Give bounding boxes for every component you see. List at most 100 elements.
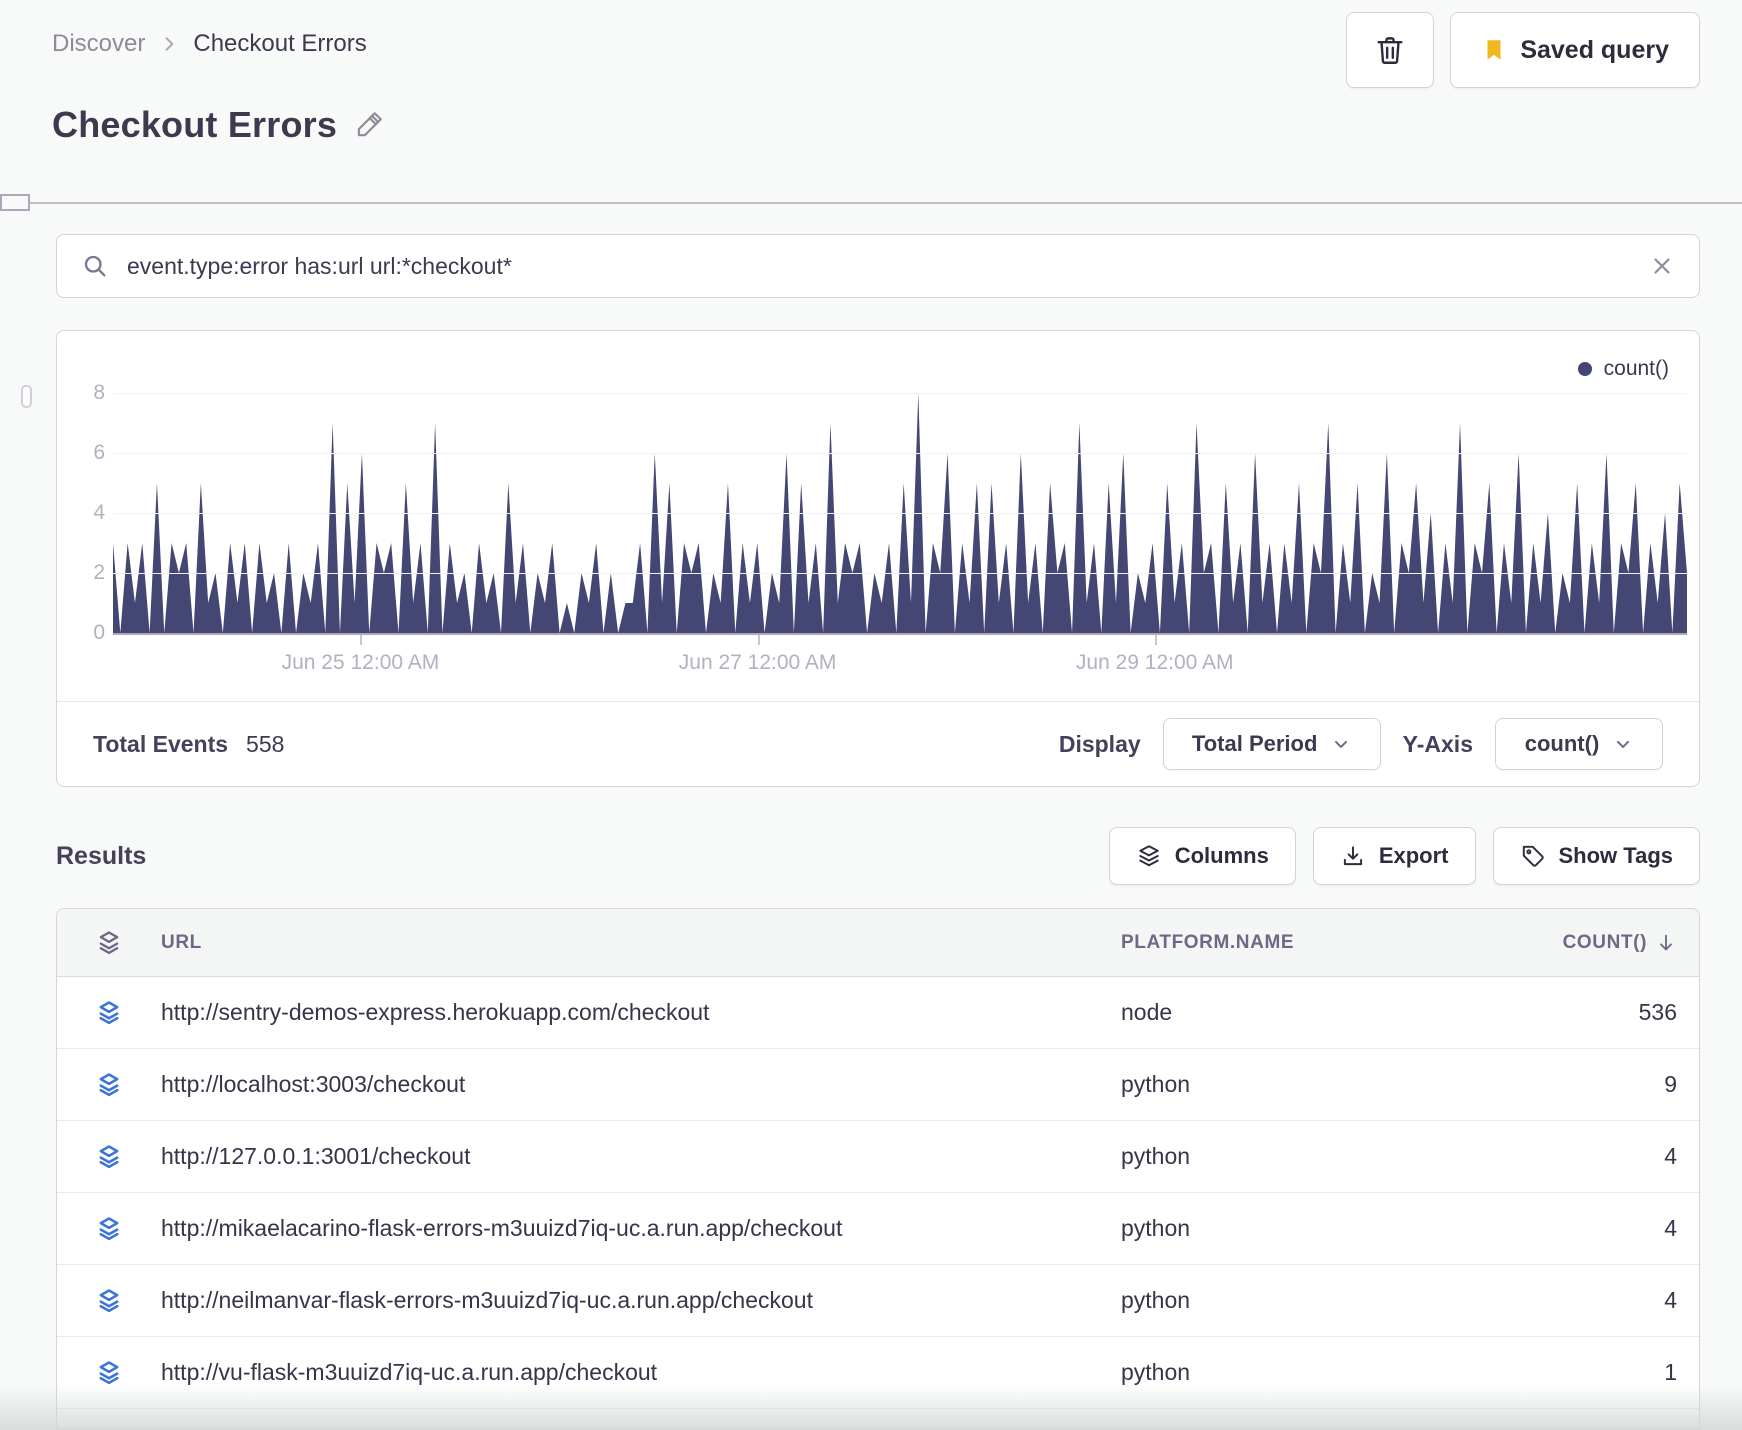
y-axis-tick-label: 4: [93, 501, 105, 524]
table-row[interactable]: http://mikaelacarino-flask-errors-m3uuiz…: [57, 1193, 1699, 1265]
x-axis-tick: [757, 635, 760, 645]
breadcrumb: Discover Checkout Errors: [52, 30, 367, 58]
chart-gridline: [113, 573, 1687, 574]
cell-platform: python: [1121, 1287, 1191, 1313]
layers-icon: [1136, 843, 1162, 869]
cell-count: 1: [1664, 1359, 1677, 1385]
cell-url[interactable]: http://localhost:3003/checkout: [161, 1071, 466, 1097]
total-events-value: 558: [246, 730, 285, 757]
export-button-label: Export: [1378, 843, 1449, 868]
chart-legend[interactable]: count(): [1577, 357, 1669, 381]
legend-dot-icon: [1577, 362, 1592, 376]
column-header-count[interactable]: COUNT(): [1451, 931, 1699, 954]
chart-plot-area: [113, 393, 1687, 633]
results-table: URL PLATFORM.NAME COUNT() http://sentry-…: [56, 908, 1700, 1430]
cell-count: 536: [1638, 999, 1677, 1025]
total-events-label: Total Events: [93, 730, 229, 757]
sidebar-collapse-handle[interactable]: [0, 194, 30, 211]
download-icon: [1340, 843, 1366, 869]
x-axis-tick: [360, 635, 363, 645]
cell-platform: node: [1121, 999, 1173, 1025]
edit-title-pencil-icon[interactable]: [353, 109, 385, 141]
y-axis-tick-label: 8: [93, 381, 105, 404]
columns-button[interactable]: Columns: [1108, 827, 1296, 885]
chart-gridline: [113, 513, 1687, 514]
chart-gridline: [113, 453, 1687, 454]
column-header-url[interactable]: URL: [161, 931, 202, 953]
page-title: Checkout Errors: [52, 104, 338, 145]
row-stack-icon[interactable]: [57, 1071, 161, 1099]
cell-count: 4: [1664, 1287, 1677, 1313]
cell-count: 9: [1664, 1071, 1677, 1097]
cell-count: 4: [1664, 1143, 1677, 1169]
cell-url[interactable]: http://vu-flask-m3uuizd7iq-uc.a.run.app/…: [161, 1359, 658, 1385]
header-stack-icon[interactable]: [57, 929, 161, 957]
cell-url[interactable]: http://mikaelacarino-flask-errors-m3uuiz…: [161, 1215, 843, 1241]
header-divider: [0, 202, 1742, 204]
chart-baseline: [113, 633, 1687, 635]
row-stack-icon[interactable]: [57, 999, 161, 1027]
display-label: Display: [1058, 730, 1141, 757]
events-chart-panel: count() Total Events 558 Display Total P…: [56, 330, 1700, 787]
table-row[interactable]: http://vu-flask-m3uuizd7iq-uc.a.run.app/…: [57, 1337, 1699, 1409]
columns-button-label: Columns: [1174, 843, 1269, 868]
cell-platform: python: [1121, 1359, 1191, 1385]
cell-url[interactable]: http://127.0.0.1:3001/checkout: [161, 1143, 471, 1169]
breadcrumb-discover[interactable]: Discover: [52, 30, 146, 57]
table-row[interactable]: http://localhost:3003/checkout python 9: [57, 1049, 1699, 1121]
x-axis-tick: [1154, 635, 1157, 645]
y-axis-tick-label: 0: [93, 621, 105, 644]
table-row[interactable]: http://127.0.0.1:3001/checkout python 4: [57, 1121, 1699, 1193]
row-stack-icon[interactable]: [57, 1143, 161, 1171]
search-bar[interactable]: event.type:error has:url url:*checkout*: [56, 234, 1700, 298]
x-axis-tick-label: Jun 25 12:00 AM: [281, 651, 440, 674]
cell-url[interactable]: http://neilmanvar-flask-errors-m3uuizd7i…: [161, 1287, 813, 1313]
clear-search-icon[interactable]: [1649, 253, 1675, 279]
y-axis-tick-label: 2: [93, 561, 105, 584]
x-axis-tick-label: Jun 29 12:00 AM: [1075, 651, 1234, 674]
yaxis-label: Y-Axis: [1402, 730, 1473, 757]
row-stack-icon[interactable]: [57, 1359, 161, 1387]
show-tags-button[interactable]: Show Tags: [1492, 827, 1700, 885]
table-row[interactable]: http://sentry-demos-express.herokuapp.co…: [57, 977, 1699, 1049]
trash-icon: [1373, 33, 1407, 67]
search-query-input[interactable]: event.type:error has:url url:*checkout*: [127, 252, 512, 279]
panel-resize-handle[interactable]: [21, 385, 32, 408]
results-heading: Results: [56, 841, 147, 870]
tag-icon: [1520, 843, 1546, 869]
row-stack-icon[interactable]: [57, 1287, 161, 1315]
cell-platform: python: [1121, 1071, 1191, 1097]
chevron-down-icon: [1335, 740, 1348, 748]
column-header-platform[interactable]: PLATFORM.NAME: [1121, 931, 1295, 953]
chart-gridline: [113, 393, 1687, 394]
results-header-row: Results Columns Export: [56, 826, 1700, 886]
cell-count: 4: [1664, 1215, 1677, 1241]
search-icon: [81, 252, 109, 280]
display-dropdown-value: Total Period: [1191, 731, 1318, 756]
export-button[interactable]: Export: [1312, 827, 1476, 885]
yaxis-dropdown[interactable]: count(): [1495, 718, 1663, 770]
table-body: http://sentry-demos-express.herokuapp.co…: [57, 977, 1699, 1409]
page-title-row: Checkout Errors: [52, 104, 385, 146]
chevron-down-icon: [1617, 740, 1630, 748]
display-dropdown[interactable]: Total Period: [1162, 718, 1381, 770]
table-row[interactable]: http://neilmanvar-flask-errors-m3uuizd7i…: [57, 1265, 1699, 1337]
cell-url[interactable]: http://sentry-demos-express.herokuapp.co…: [161, 999, 710, 1025]
chevron-right-icon: [159, 34, 179, 54]
show-tags-button-label: Show Tags: [1558, 843, 1674, 868]
count-header-label: COUNT(): [1562, 931, 1647, 953]
sort-descending-icon: [1660, 934, 1672, 950]
delete-query-button[interactable]: [1346, 12, 1435, 88]
row-stack-icon[interactable]: [57, 1215, 161, 1243]
table-header-row: URL PLATFORM.NAME COUNT(): [57, 909, 1699, 977]
chart-footer: Total Events 558 Display Total Period Y-…: [57, 701, 1699, 786]
yaxis-dropdown-value: count(): [1524, 731, 1600, 756]
legend-label: count(): [1603, 357, 1669, 380]
cell-platform: python: [1121, 1143, 1191, 1169]
breadcrumb-current: Checkout Errors: [193, 30, 367, 57]
top-actions: Saved query: [1346, 12, 1700, 88]
cell-platform: python: [1121, 1215, 1191, 1241]
x-axis-tick-label: Jun 27 12:00 AM: [678, 651, 837, 674]
saved-query-button[interactable]: Saved query: [1450, 12, 1700, 88]
y-axis-tick-label: 6: [93, 441, 105, 464]
